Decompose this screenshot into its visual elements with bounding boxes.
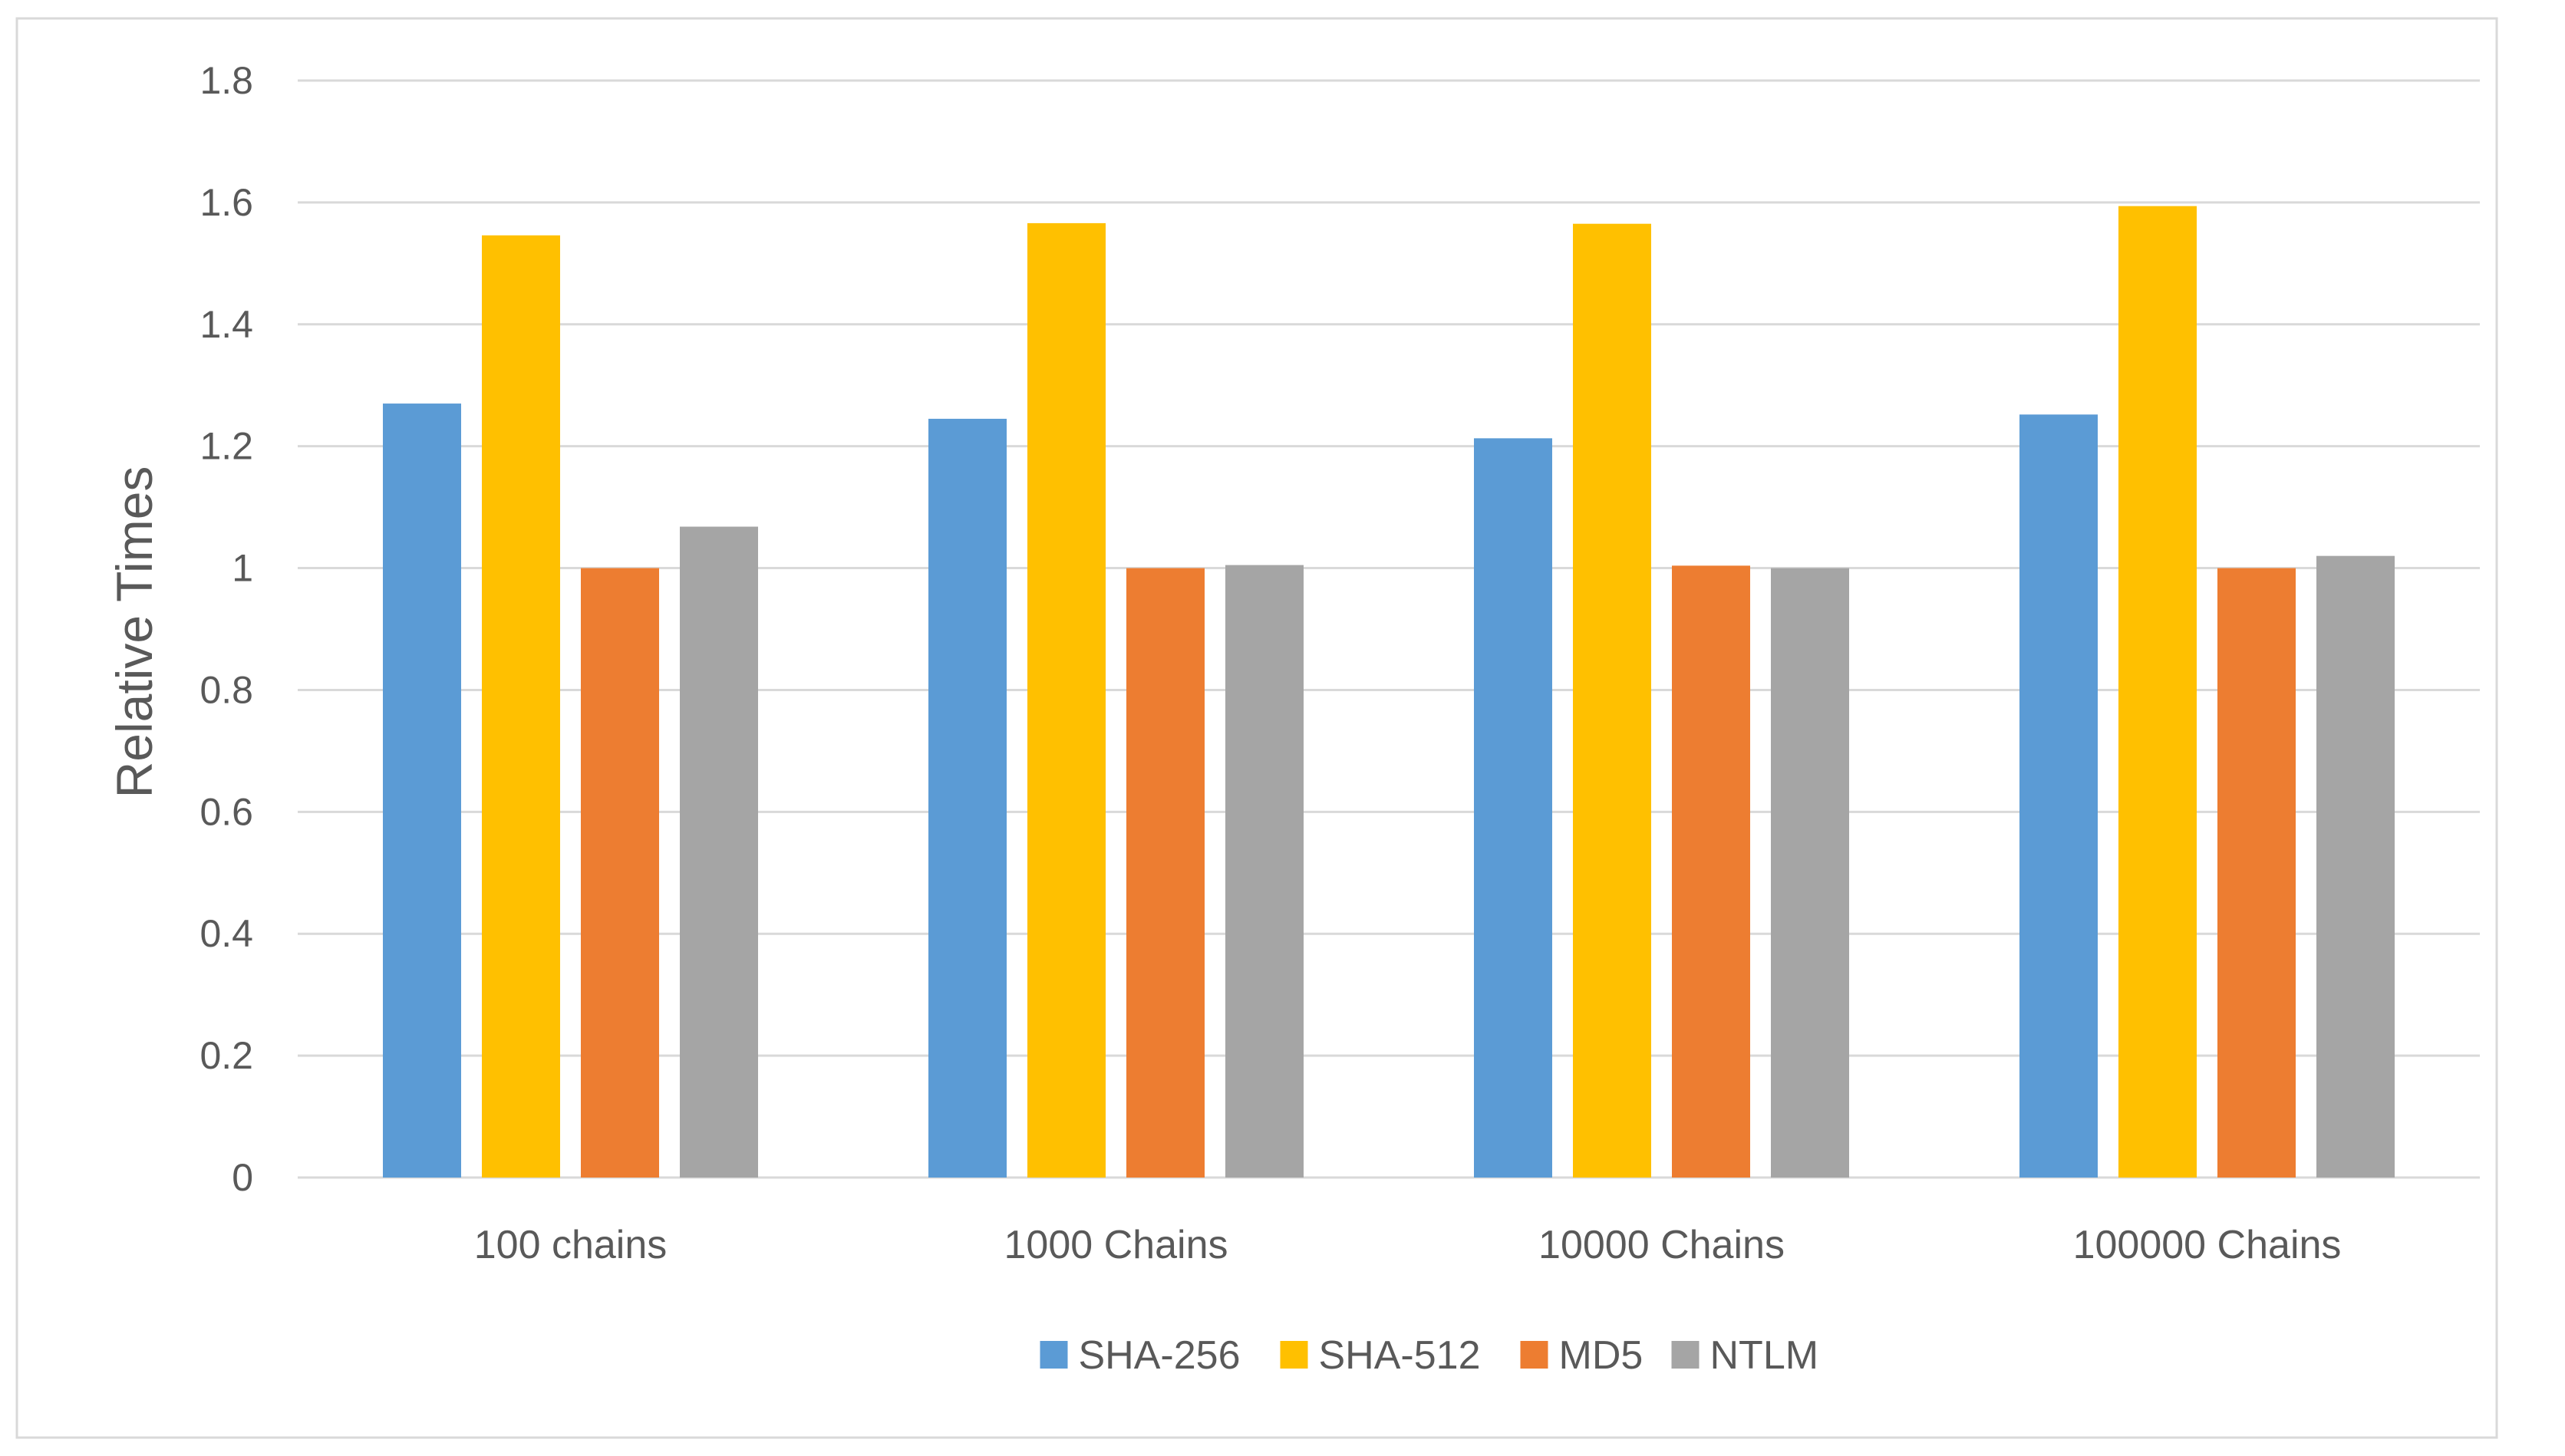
legend-label-sha-256: SHA-256 — [1079, 1333, 1241, 1378]
x-axis-category-labels: 100 chains 1000 Chains 10000 Chains 100000 … — [474, 1223, 2342, 1267]
y-axis-title: Relative Times — [106, 466, 163, 799]
bar-ntlm-1 — [1225, 565, 1304, 1178]
y-tick-label: 0.8 — [199, 668, 253, 711]
legend-swatch-sha-256 — [1040, 1341, 1068, 1369]
x-category-label: 10000 Chains — [1538, 1223, 1785, 1267]
legend: SHA-256 SHA-512 MD5 NTLM — [1040, 1333, 1819, 1378]
bars — [383, 206, 2395, 1178]
bar-md5-3 — [2217, 568, 2296, 1178]
bar-ntlm-3 — [2316, 555, 2395, 1178]
y-tick-label: 1.4 — [199, 303, 253, 346]
y-tick-label: 1.6 — [199, 181, 253, 224]
x-category-label: 100000 Chains — [2073, 1223, 2342, 1267]
y-axis-tick-labels: 0 0.2 0.4 0.6 0.8 1 1.2 1.4 1.6 1.8 — [199, 59, 253, 1199]
bar-sha-256-3 — [2019, 414, 2098, 1178]
bar-md5-1 — [1126, 568, 1205, 1178]
gridlines — [298, 79, 2480, 1179]
x-category-label: 1000 Chains — [1004, 1223, 1228, 1267]
x-category-label: 100 chains — [474, 1223, 668, 1267]
bar-ntlm-2 — [1771, 568, 1849, 1178]
bar-sha-256-0 — [383, 404, 461, 1178]
legend-label-md5: MD5 — [1559, 1333, 1644, 1378]
y-tick-label: 1 — [232, 547, 253, 590]
legend-swatch-sha-512 — [1280, 1341, 1308, 1369]
legend-label-sha-512: SHA-512 — [1319, 1333, 1481, 1378]
bar-sha-512-3 — [2118, 206, 2197, 1178]
legend-swatch-ntlm — [1671, 1341, 1700, 1369]
bar-ntlm-0 — [680, 526, 758, 1178]
bar-sha-512-0 — [482, 235, 560, 1178]
y-tick-label: 1.8 — [199, 59, 253, 102]
y-tick-label: 0.2 — [199, 1034, 253, 1077]
y-tick-label: 0.4 — [199, 912, 253, 955]
bar-sha-512-1 — [1027, 222, 1106, 1178]
y-tick-label: 1.2 — [199, 425, 253, 468]
bar-sha-512-2 — [1573, 223, 1651, 1178]
bar-sha-256-2 — [1474, 438, 1552, 1178]
bar-md5-2 — [1672, 565, 1750, 1178]
bar-sha-256-1 — [928, 418, 1007, 1178]
legend-swatch-md5 — [1520, 1341, 1548, 1369]
y-tick-label: 0.6 — [199, 790, 253, 833]
legend-label-ntlm: NTLM — [1710, 1333, 1819, 1378]
bar-md5-0 — [581, 568, 659, 1178]
y-tick-label: 0 — [232, 1156, 253, 1199]
